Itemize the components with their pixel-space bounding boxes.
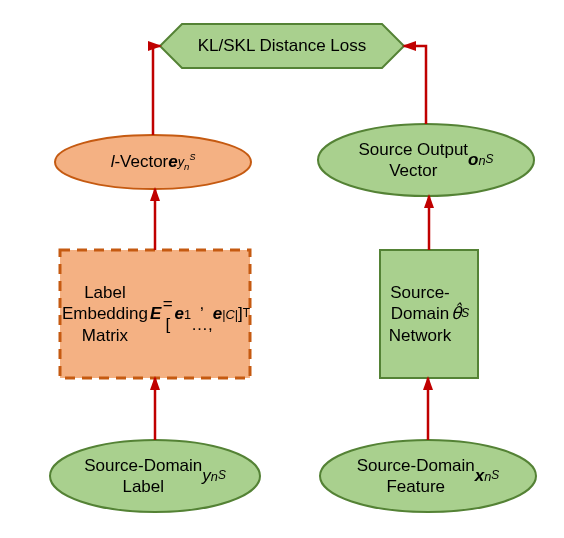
svg-marker-0 <box>160 24 404 68</box>
svg-point-5 <box>50 440 260 512</box>
svg-point-6 <box>320 440 536 512</box>
svg-point-2 <box>318 124 534 196</box>
svg-rect-4 <box>380 250 478 378</box>
svg-rect-3 <box>60 250 250 378</box>
svg-point-1 <box>55 135 251 189</box>
